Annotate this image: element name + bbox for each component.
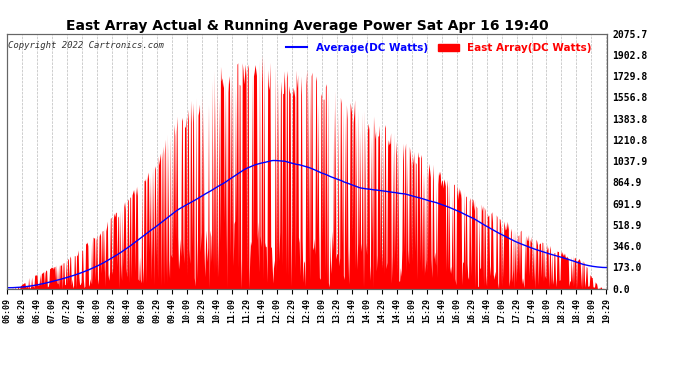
Title: East Array Actual & Running Average Power Sat Apr 16 19:40: East Array Actual & Running Average Powe…: [66, 19, 549, 33]
Text: Copyright 2022 Cartronics.com: Copyright 2022 Cartronics.com: [8, 41, 164, 50]
Legend: Average(DC Watts), East Array(DC Watts): Average(DC Watts), East Array(DC Watts): [282, 39, 596, 57]
